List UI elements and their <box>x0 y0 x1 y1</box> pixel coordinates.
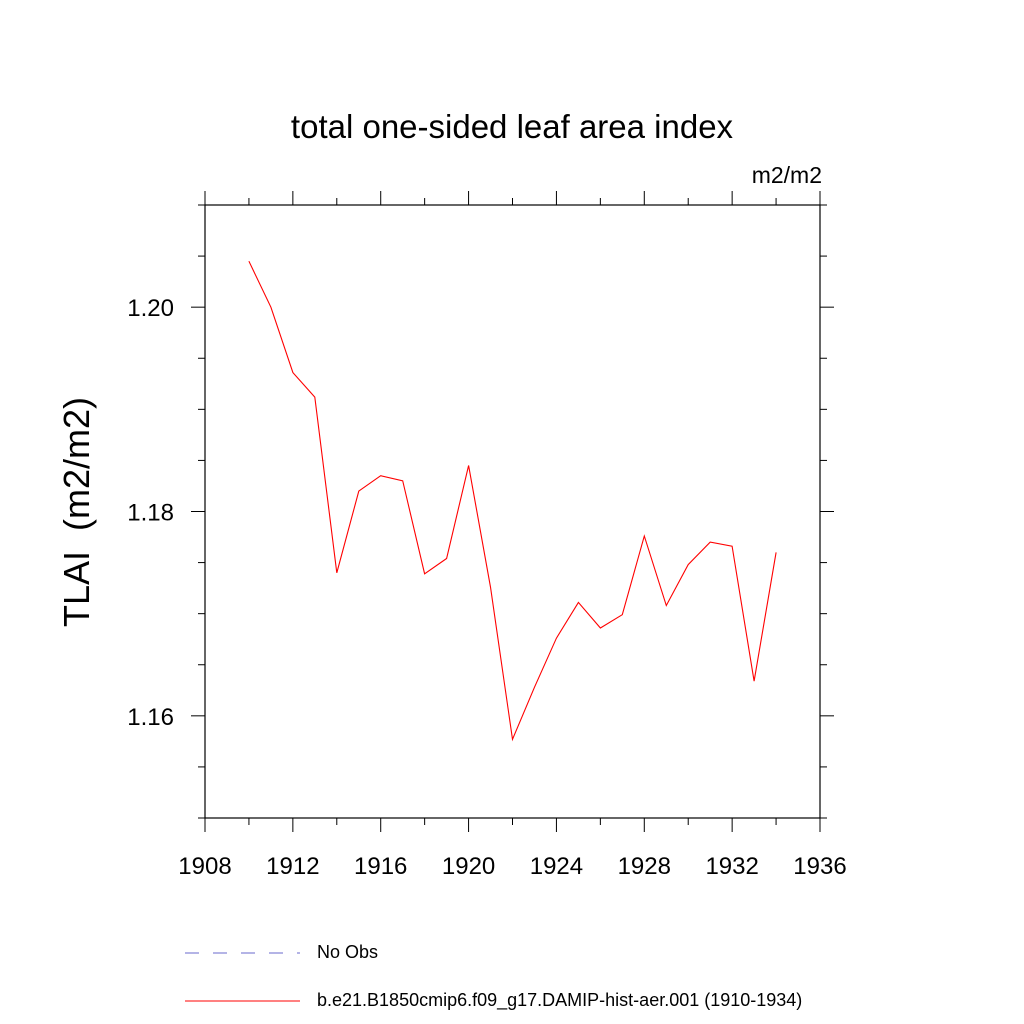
legend-label-model: b.e21.B1850cmip6.f09_g17.DAMIP-hist-aer.… <box>317 990 803 1010</box>
plot-frame <box>204 204 821 819</box>
x-tick-label: 1924 <box>530 853 583 880</box>
y-tick-label: 1.16 <box>127 704 174 731</box>
x-tick-label: 1936 <box>793 853 846 880</box>
x-tick-label: 1908 <box>178 853 231 880</box>
x-axis: 1908 1912 1916 1920 1924 1928 1932 1936 <box>178 191 847 880</box>
y-axis: 1.16 1.18 1.20 <box>127 204 834 819</box>
y-axis-label: TLAI (m2/m2) <box>56 396 97 628</box>
x-tick-label: 1916 <box>354 853 407 880</box>
legend-label-no-obs: No Obs <box>317 942 379 962</box>
y-tick-label: 1.20 <box>127 295 174 322</box>
x-tick-label: 1912 <box>266 853 319 880</box>
series-lines <box>248 260 777 742</box>
x-tick-label: 1920 <box>442 853 495 880</box>
legend-swatches <box>185 952 300 1002</box>
x-tick-label: 1932 <box>705 853 758 880</box>
chart-units: m2/m2 <box>751 162 822 188</box>
y-tick-label: 1.18 <box>127 500 174 527</box>
chart-title: total one-sided leaf area index <box>290 108 734 145</box>
series-line <box>248 260 777 742</box>
x-tick-label: 1928 <box>618 853 671 880</box>
